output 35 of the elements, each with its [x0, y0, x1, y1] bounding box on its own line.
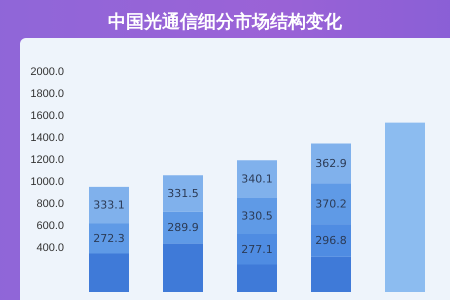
- bar: [89, 224, 129, 254]
- data-label: 277.1: [241, 242, 273, 256]
- bar: [237, 264, 277, 292]
- bar: [237, 234, 277, 264]
- y-tick-label: 400.0: [36, 242, 64, 254]
- y-tick-label: 1600.0: [30, 110, 64, 122]
- data-label: 340.1: [241, 172, 273, 186]
- y-tick-label: 1000.0: [30, 176, 64, 188]
- bar: [311, 224, 351, 257]
- data-label: 362.9: [315, 156, 347, 170]
- bar: [237, 198, 277, 234]
- bar: [311, 183, 351, 224]
- bar: [163, 212, 203, 244]
- data-label: 272.3: [93, 232, 125, 246]
- chart-title: 中国光通信细分市场结构变化: [108, 12, 343, 32]
- y-tick-label: 2000.0: [30, 66, 64, 78]
- data-label: 370.2: [315, 197, 347, 210]
- y-tick-label: 800.0: [36, 198, 64, 210]
- data-label: 331.5: [167, 186, 199, 200]
- y-tick-label: 1400.0: [30, 132, 64, 144]
- bar: [237, 160, 277, 198]
- y-tick-label: 600.0: [36, 220, 64, 232]
- y-tick-label: 1800.0: [30, 88, 64, 100]
- bar: [311, 256, 351, 292]
- bar: [385, 122, 425, 292]
- y-tick-label: 1200.0: [30, 154, 64, 166]
- data-label: 330.5: [241, 209, 273, 222]
- data-label: 289.9: [167, 221, 199, 234]
- bar: [163, 244, 203, 292]
- data-label: 333.1: [93, 198, 125, 212]
- data-label: 296.8: [315, 234, 347, 247]
- bar: [311, 144, 351, 184]
- bar: [89, 254, 129, 292]
- bar: [163, 175, 203, 212]
- bar: [89, 186, 129, 224]
